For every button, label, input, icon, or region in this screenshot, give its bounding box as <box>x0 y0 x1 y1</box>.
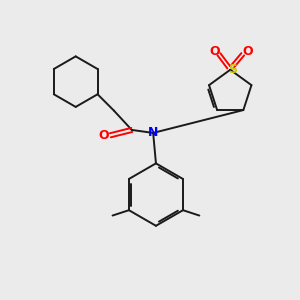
Text: O: O <box>242 45 253 58</box>
Text: N: N <box>148 125 158 139</box>
Text: O: O <box>98 129 109 142</box>
Text: O: O <box>209 45 220 58</box>
Text: S: S <box>228 63 237 76</box>
